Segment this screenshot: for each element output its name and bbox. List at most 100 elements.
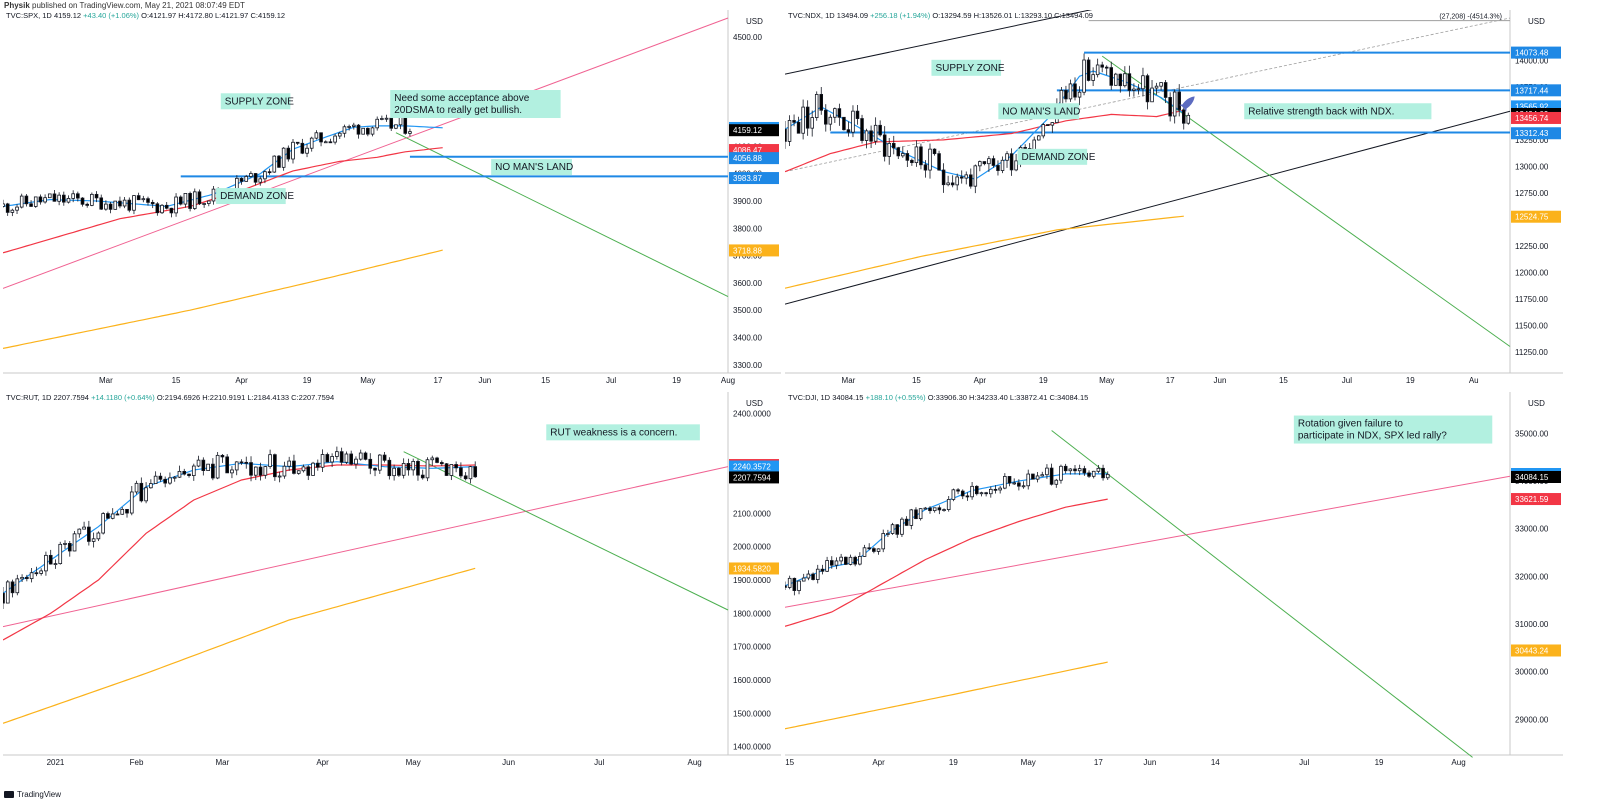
annotation-box (998, 103, 1080, 120)
candle (1087, 472, 1091, 477)
annotation-box (491, 159, 572, 176)
candle (323, 141, 328, 144)
candle (1026, 473, 1031, 487)
annotation-box (931, 59, 1002, 76)
legend-o: O:33906.30 (927, 393, 967, 402)
candle (20, 577, 24, 580)
publisher-name[interactable]: Physik (4, 1, 30, 10)
tradingview-brand[interactable]: TradingView (17, 790, 62, 799)
annotation-text: NO MAN'S LAND (1002, 106, 1080, 117)
candle (1064, 89, 1068, 100)
candle (375, 118, 379, 129)
legend-price: 34084.15 (832, 393, 864, 402)
price-label-box (729, 244, 779, 257)
legend-c: C:2207.7594 (291, 393, 335, 402)
tradingview-footer: TradingView (4, 790, 61, 799)
candle (844, 556, 848, 565)
x-tick-label: May (406, 758, 421, 767)
candle (273, 454, 277, 478)
candle (459, 467, 463, 477)
ndx-chart-panel[interactable]: TVC:NDX, 1D 13494.09 +256.18 (+1.94%) O:… (785, 10, 1563, 388)
candle (25, 577, 29, 580)
candle (44, 554, 48, 572)
candle (1096, 467, 1101, 472)
candle (873, 124, 878, 142)
candle (287, 460, 292, 467)
candle (1077, 91, 1082, 98)
rut-chart-panel[interactable]: TVC:RUT, 1D 2207.7594 +14.1180 (+0.64%) … (3, 392, 781, 770)
candle (258, 178, 263, 183)
candle (183, 193, 188, 205)
annotation-box (546, 424, 700, 441)
candle (211, 188, 216, 202)
candle (787, 577, 792, 588)
x-tick-label: Jun (502, 758, 515, 767)
dji-chart-panel[interactable]: TVC:DJI, 1D 34084.15 +188.10 (+0.55%) O:… (785, 392, 1563, 770)
candle (1172, 91, 1177, 117)
candle (234, 461, 239, 471)
candle (401, 463, 406, 476)
x-tick-label: 15 (1279, 376, 1288, 385)
candle (1100, 64, 1104, 68)
y-tick-label: 14000.00 (1515, 56, 1549, 65)
candle (914, 509, 918, 520)
candle (901, 153, 905, 157)
candle (330, 456, 334, 463)
candle (149, 483, 153, 489)
x-tick-label: May (1099, 376, 1114, 385)
candle (1082, 59, 1086, 93)
legend-symbol: TVC:SPX, 1D (6, 11, 52, 20)
candle (344, 453, 349, 463)
candle (106, 513, 110, 519)
candle (263, 466, 268, 476)
price-label-text: 4056.88 (733, 154, 762, 163)
x-tick-label: Jun (1143, 758, 1156, 767)
candle (5, 203, 10, 213)
price-label-text: 2207.7594 (733, 473, 771, 482)
candle (956, 489, 960, 492)
candle (851, 110, 855, 133)
annotation-text: NO MAN'S LAND (495, 162, 573, 173)
candle (463, 475, 468, 480)
x-tick-label: 14 (1211, 758, 1220, 767)
candle (397, 467, 401, 476)
candle (1046, 124, 1050, 126)
candle (352, 124, 356, 127)
candle (819, 93, 824, 111)
candle (1003, 476, 1007, 489)
x-tick-label: 15 (172, 376, 181, 385)
currency-label: USD (746, 17, 763, 26)
candle (900, 518, 904, 535)
candle (90, 193, 94, 206)
candle (946, 499, 951, 510)
annotation-text: SUPPLY ZONE (935, 63, 1004, 74)
candle (3, 592, 5, 604)
y-tick-label: 1500.0000 (733, 709, 771, 718)
candle (998, 487, 1002, 491)
candle (909, 509, 914, 526)
candle (38, 196, 43, 203)
x-tick-label: 17 (1094, 758, 1103, 767)
y-tick-label: 29000.00 (1515, 715, 1549, 724)
candle (335, 451, 339, 457)
candle (411, 460, 416, 471)
candle (959, 176, 964, 179)
x-tick-label: Jul (1342, 376, 1352, 385)
sma50-line (3, 464, 476, 641)
candle (53, 563, 58, 566)
trend-line (785, 110, 1511, 305)
x-tick-label: Apr (316, 758, 329, 767)
y-tick-label: 3500.00 (733, 306, 762, 315)
y-tick-label: 11500.00 (1515, 321, 1548, 330)
candle (202, 203, 206, 205)
candle (1145, 75, 1150, 103)
annotation-text: RUT weakness is a concern. (550, 427, 677, 438)
annotation-box (1293, 415, 1493, 444)
x-tick-label: 17 (1166, 376, 1175, 385)
sma200-line (785, 215, 1184, 289)
candle (978, 161, 982, 167)
spx-chart-panel[interactable]: TVC:SPX, 1D 4159.12 +43.40 (+1.06%) O:41… (3, 10, 781, 388)
candle (174, 196, 178, 214)
legend-change: +43.40 (+1.06%) (83, 11, 140, 20)
candle (291, 141, 295, 160)
